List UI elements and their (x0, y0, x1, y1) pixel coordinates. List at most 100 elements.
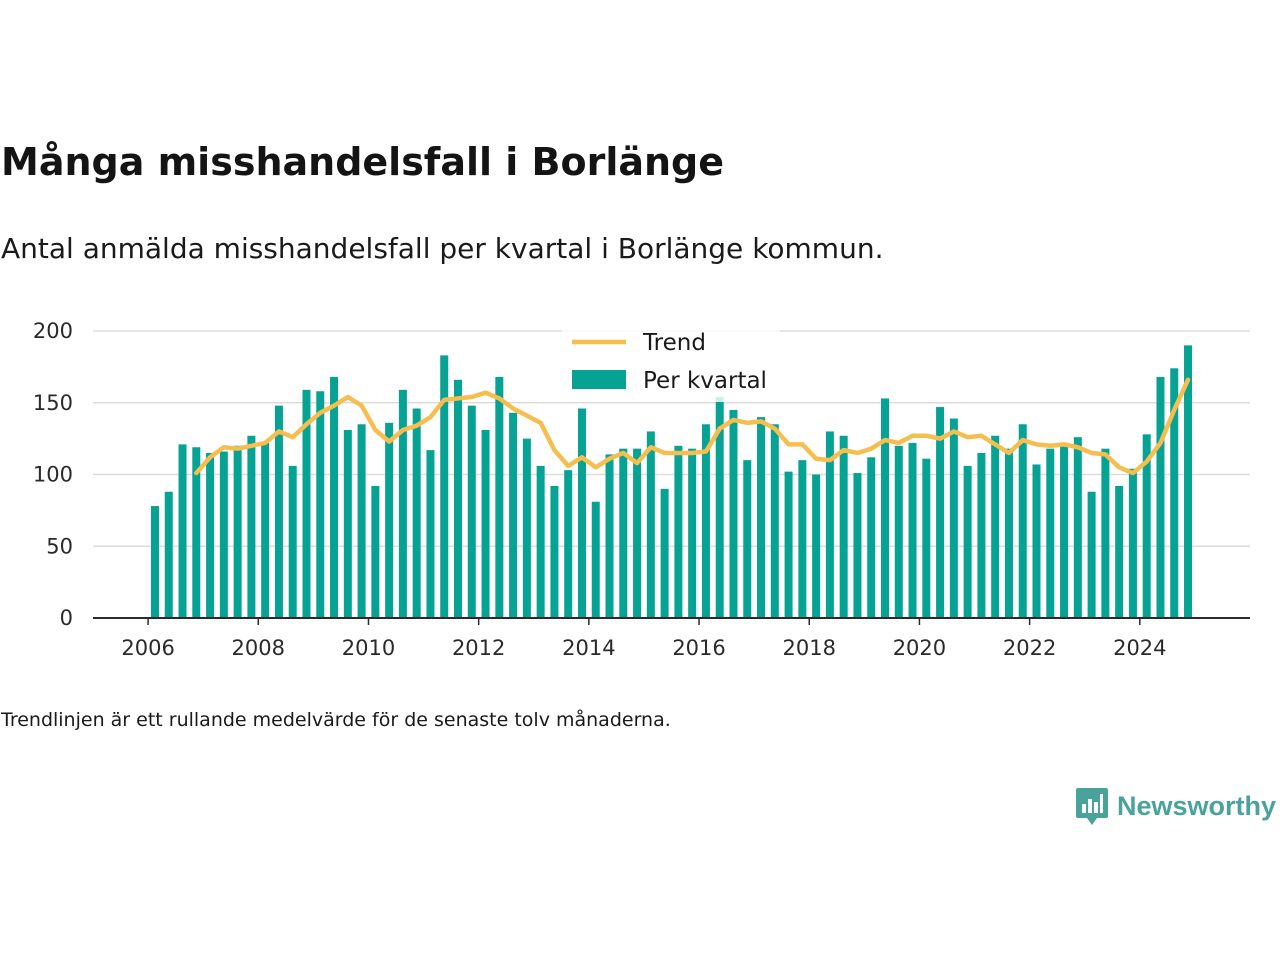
bar (784, 471, 793, 618)
bar (1115, 485, 1124, 618)
bar (1184, 345, 1193, 618)
bar (880, 398, 889, 618)
brand-logo[interactable]: Newsworthy (1075, 786, 1276, 826)
bar (385, 422, 394, 618)
bar (150, 506, 159, 618)
bar (894, 445, 903, 618)
x-tick-label: 2016 (672, 636, 725, 660)
bar (963, 465, 972, 618)
legend: Trend Per kvartal (562, 324, 780, 402)
bar (701, 424, 710, 618)
bar (949, 418, 958, 618)
bar (991, 435, 1000, 618)
bar (798, 460, 807, 618)
bar (674, 445, 683, 618)
bar (330, 376, 339, 618)
bar (1142, 434, 1151, 618)
bar (867, 457, 876, 618)
bar (509, 412, 518, 618)
bar (770, 424, 779, 618)
bar (1032, 464, 1041, 618)
bar (440, 355, 449, 618)
bar (522, 438, 531, 619)
bar (1073, 437, 1082, 618)
y-tick-label: 200 (33, 319, 73, 343)
chart: 0 50 100 150 200 2006 2008 2010 2012 2014 2016 2018… (33, 319, 1250, 660)
x-tick-label: 2024 (1113, 636, 1166, 660)
bar (261, 442, 270, 618)
x-tick-label: 2012 (452, 636, 505, 660)
bar (550, 485, 559, 618)
bar (178, 444, 187, 618)
chart-subtitle: Antal anmälda misshandelsfall per kvarta… (1, 232, 884, 265)
bar (922, 458, 931, 618)
chart-title: Många misshandelsfall i Borlänge (1, 140, 725, 184)
bar (357, 424, 366, 618)
bar (192, 447, 201, 618)
brand-name: Newsworthy (1116, 790, 1276, 821)
bar (412, 408, 421, 618)
bar (936, 407, 945, 618)
bar (1046, 448, 1055, 618)
bar (247, 435, 256, 618)
trend-series (194, 377, 1191, 476)
bar (288, 465, 297, 618)
x-tick-label: 2010 (342, 636, 395, 660)
bar (688, 448, 697, 618)
bar (343, 430, 352, 618)
bar (715, 397, 724, 618)
x-tick-label: 2018 (783, 636, 836, 660)
bar (467, 405, 476, 618)
x-tick-label: 2020 (893, 636, 946, 660)
bar (605, 454, 614, 618)
x-tick-label: 2014 (562, 636, 615, 660)
bar (743, 460, 752, 618)
trend-line (194, 377, 1191, 476)
bar (371, 485, 380, 618)
bar (1087, 491, 1096, 618)
bar (316, 391, 325, 618)
bar (660, 488, 669, 618)
bar (426, 450, 435, 618)
bar (454, 379, 463, 618)
bar (619, 448, 628, 618)
bar (164, 491, 173, 618)
bar (757, 417, 766, 618)
bar (1156, 376, 1165, 618)
bar (908, 442, 917, 618)
bar (812, 474, 821, 618)
bar (274, 405, 283, 618)
bar-series (150, 345, 1193, 619)
bar (825, 431, 834, 618)
legend-bar-swatch (572, 370, 626, 389)
bar (633, 448, 642, 618)
legend-bar-label: Per kvartal (643, 368, 767, 394)
bar (495, 376, 504, 618)
bar (839, 435, 848, 618)
bar (398, 389, 407, 618)
bar (1004, 448, 1013, 618)
bar (646, 431, 655, 618)
y-tick-label: 100 (33, 463, 73, 487)
bar (481, 430, 490, 618)
bar (233, 445, 242, 618)
bar (1060, 442, 1069, 618)
bar (536, 465, 545, 618)
bar (1101, 448, 1110, 618)
bar (1170, 368, 1179, 618)
bar (1018, 424, 1027, 618)
y-tick-label: 50 (46, 534, 73, 558)
y-tick-label: 150 (33, 391, 73, 415)
bar (564, 470, 573, 618)
bar (853, 473, 862, 618)
x-tick-label: 2006 (121, 636, 174, 660)
bar-chart-speech-bubble-icon (1075, 788, 1108, 825)
bar (977, 452, 986, 618)
x-tick-label: 2008 (232, 636, 285, 660)
bar (206, 452, 215, 618)
bar (729, 409, 738, 618)
bar (219, 451, 228, 618)
x-tick-label: 2022 (1003, 636, 1056, 660)
footnote: Trendlinjen är ett rullande medelvärde f… (1, 709, 671, 731)
bar (591, 501, 600, 618)
